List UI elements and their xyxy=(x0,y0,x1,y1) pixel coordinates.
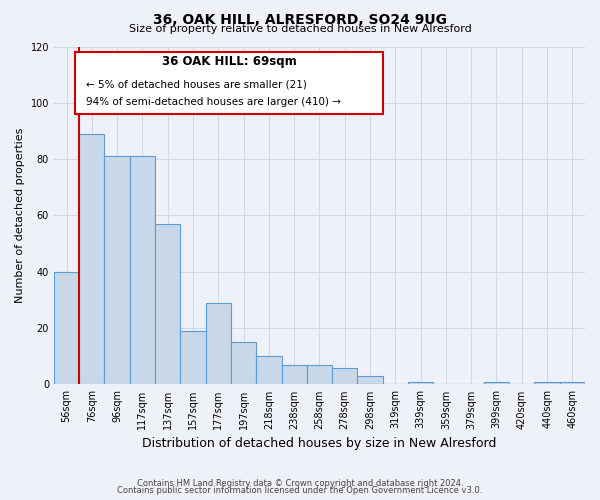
Text: 36, OAK HILL, ALRESFORD, SO24 9UG: 36, OAK HILL, ALRESFORD, SO24 9UG xyxy=(153,12,447,26)
Text: 94% of semi-detached houses are larger (410) →: 94% of semi-detached houses are larger (… xyxy=(86,96,341,106)
Bar xyxy=(535,382,560,384)
Text: Contains HM Land Registry data © Crown copyright and database right 2024.: Contains HM Land Registry data © Crown c… xyxy=(137,478,463,488)
Bar xyxy=(358,376,383,384)
Text: Size of property relative to detached houses in New Alresford: Size of property relative to detached ho… xyxy=(128,24,472,34)
Bar xyxy=(281,364,307,384)
Bar xyxy=(332,368,358,384)
Text: Contains public sector information licensed under the Open Government Licence v3: Contains public sector information licen… xyxy=(118,486,482,495)
Bar xyxy=(256,356,281,384)
Bar xyxy=(181,331,206,384)
X-axis label: Distribution of detached houses by size in New Alresford: Distribution of detached houses by size … xyxy=(142,437,497,450)
Bar xyxy=(54,272,79,384)
Text: ← 5% of detached houses are smaller (21): ← 5% of detached houses are smaller (21) xyxy=(86,80,307,90)
Text: 36 OAK HILL: 69sqm: 36 OAK HILL: 69sqm xyxy=(162,55,296,68)
Bar xyxy=(560,382,585,384)
Bar xyxy=(307,364,332,384)
Bar xyxy=(231,342,256,384)
FancyBboxPatch shape xyxy=(75,52,383,114)
Bar xyxy=(484,382,509,384)
Bar xyxy=(206,303,231,384)
Bar xyxy=(408,382,433,384)
Bar xyxy=(130,156,155,384)
Bar xyxy=(79,134,104,384)
Bar xyxy=(155,224,181,384)
Bar xyxy=(104,156,130,384)
Y-axis label: Number of detached properties: Number of detached properties xyxy=(15,128,25,303)
